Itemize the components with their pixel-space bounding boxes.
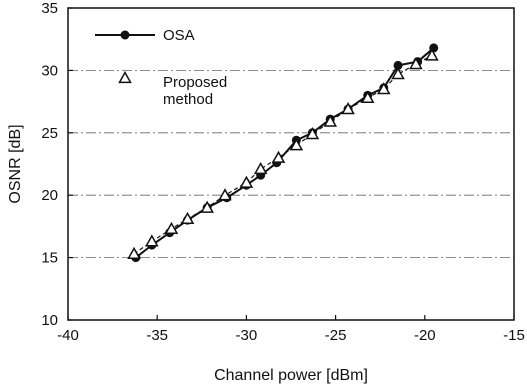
x-tick-label: -35 <box>146 327 168 344</box>
data-point <box>200 200 214 213</box>
x-tick-label: -40 <box>57 327 79 344</box>
series-proposed-method <box>127 48 439 260</box>
grid-lines <box>68 70 514 259</box>
series-layer <box>127 43 439 263</box>
legend-osa-marker <box>120 30 130 40</box>
x-tick-label: -15 <box>503 327 525 344</box>
y-tick-label: 25 <box>41 125 58 142</box>
data-point <box>425 48 439 61</box>
y-tick-label: 35 <box>41 0 58 17</box>
legend-proposed-marker <box>118 70 132 84</box>
data-point <box>218 188 232 201</box>
legend-proposed-label: method <box>163 91 213 108</box>
data-point <box>341 102 355 115</box>
y-axis-title: OSNR [dB] <box>7 124 24 203</box>
data-point <box>164 221 179 235</box>
data-point <box>409 57 423 70</box>
data-point <box>391 67 405 80</box>
y-tick-label: 20 <box>41 187 58 204</box>
data-point <box>289 138 304 151</box>
data-point <box>180 211 195 225</box>
axis-ticks: -40 -35 -30 -25 -20 -15 10 15 20 25 30 35 <box>41 0 525 344</box>
x-tick-label: -25 <box>325 327 347 344</box>
x-tick-label: -20 <box>414 327 436 344</box>
data-point <box>323 114 338 127</box>
x-axis-title: Channel power [dBm] <box>214 367 368 384</box>
legend-proposed-label: Proposed <box>163 74 227 91</box>
y-tick-label: 10 <box>41 312 58 329</box>
data-point <box>127 246 141 260</box>
data-point <box>253 161 268 175</box>
data-point <box>376 82 391 95</box>
data-point <box>393 60 403 70</box>
data-point <box>360 90 375 104</box>
legend-osa-label: OSA <box>163 27 195 44</box>
data-point <box>271 150 286 163</box>
plot-frame <box>67 7 515 321</box>
x-tick-label: -30 <box>236 327 258 344</box>
data-point <box>239 175 254 188</box>
data-point <box>305 127 320 140</box>
data-point <box>145 234 159 247</box>
y-tick-label: 30 <box>41 62 58 79</box>
y-tick-label: 15 <box>41 250 58 267</box>
